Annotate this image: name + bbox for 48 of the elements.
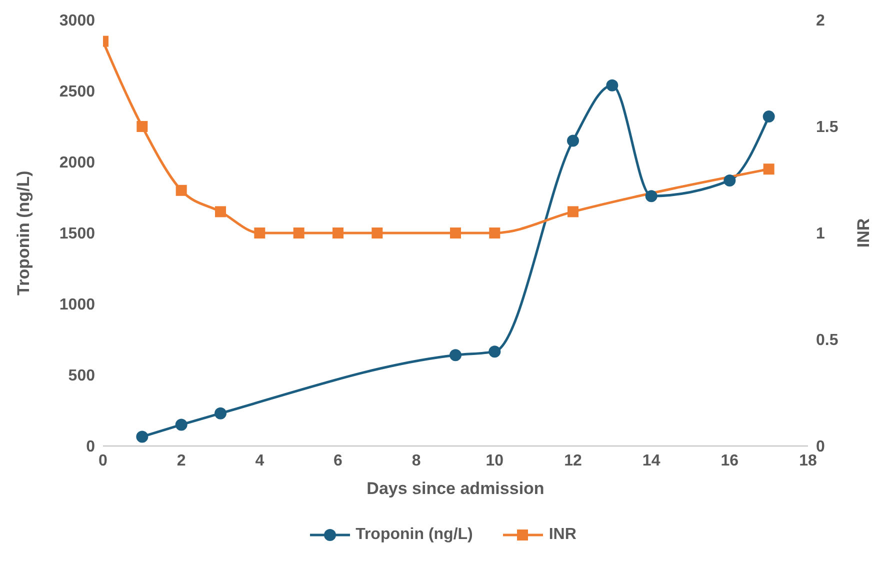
- y-tick-label: 1000: [59, 296, 96, 314]
- y2-tick-label: 1: [816, 226, 825, 243]
- x-axis-title: Days since admission: [366, 479, 544, 498]
- point: [724, 174, 736, 186]
- x-tick-label: 4: [255, 452, 264, 470]
- point: [606, 79, 618, 92]
- legend-label: Troponin (ng/L): [356, 526, 473, 544]
- point: [372, 228, 383, 238]
- x-tick-label: 10: [486, 452, 504, 470]
- y2-axis-title: INR: [854, 218, 874, 248]
- y2-tick-label: 2: [816, 12, 825, 30]
- point: [450, 349, 462, 362]
- point: [763, 164, 774, 175]
- x-tick-label: 0: [98, 452, 108, 470]
- x-tick-label: 14: [642, 452, 660, 470]
- point: [762, 110, 775, 123]
- y-tick-label: 500: [68, 368, 96, 385]
- y-tick-label: 3000: [59, 12, 96, 30]
- legend-label: INR: [548, 526, 576, 544]
- x-tick-label: 6: [334, 452, 343, 470]
- point: [567, 134, 579, 147]
- x-tick-label: 18: [799, 452, 817, 470]
- point: [215, 206, 226, 218]
- point: [136, 430, 148, 443]
- point: [488, 346, 501, 358]
- y-tick-label: 1500: [59, 226, 96, 243]
- y2-tick-label: 0.5: [816, 332, 838, 350]
- point: [332, 228, 344, 238]
- y-tick-label: 2000: [59, 154, 96, 172]
- point: [175, 418, 188, 431]
- point: [645, 190, 658, 202]
- point: [450, 228, 461, 238]
- point: [214, 407, 226, 420]
- x-tick-label: 2: [176, 452, 186, 470]
- point: [293, 228, 304, 238]
- point: [489, 228, 500, 238]
- x-tick-label: 8: [412, 452, 421, 470]
- y2-tick-label: 0: [816, 438, 825, 456]
- x-tick-label: 16: [720, 452, 739, 470]
- y-tick-label: 0: [86, 438, 96, 456]
- y2-tick-label: 1.5: [816, 119, 838, 136]
- y-axis-title: Troponin (ng/L): [14, 170, 34, 296]
- y-tick-label: 2500: [59, 84, 96, 101]
- point: [568, 206, 578, 218]
- x-tick-label: 12: [564, 452, 582, 470]
- point: [254, 228, 266, 238]
- point: [176, 184, 187, 196]
- point: [136, 121, 148, 132]
